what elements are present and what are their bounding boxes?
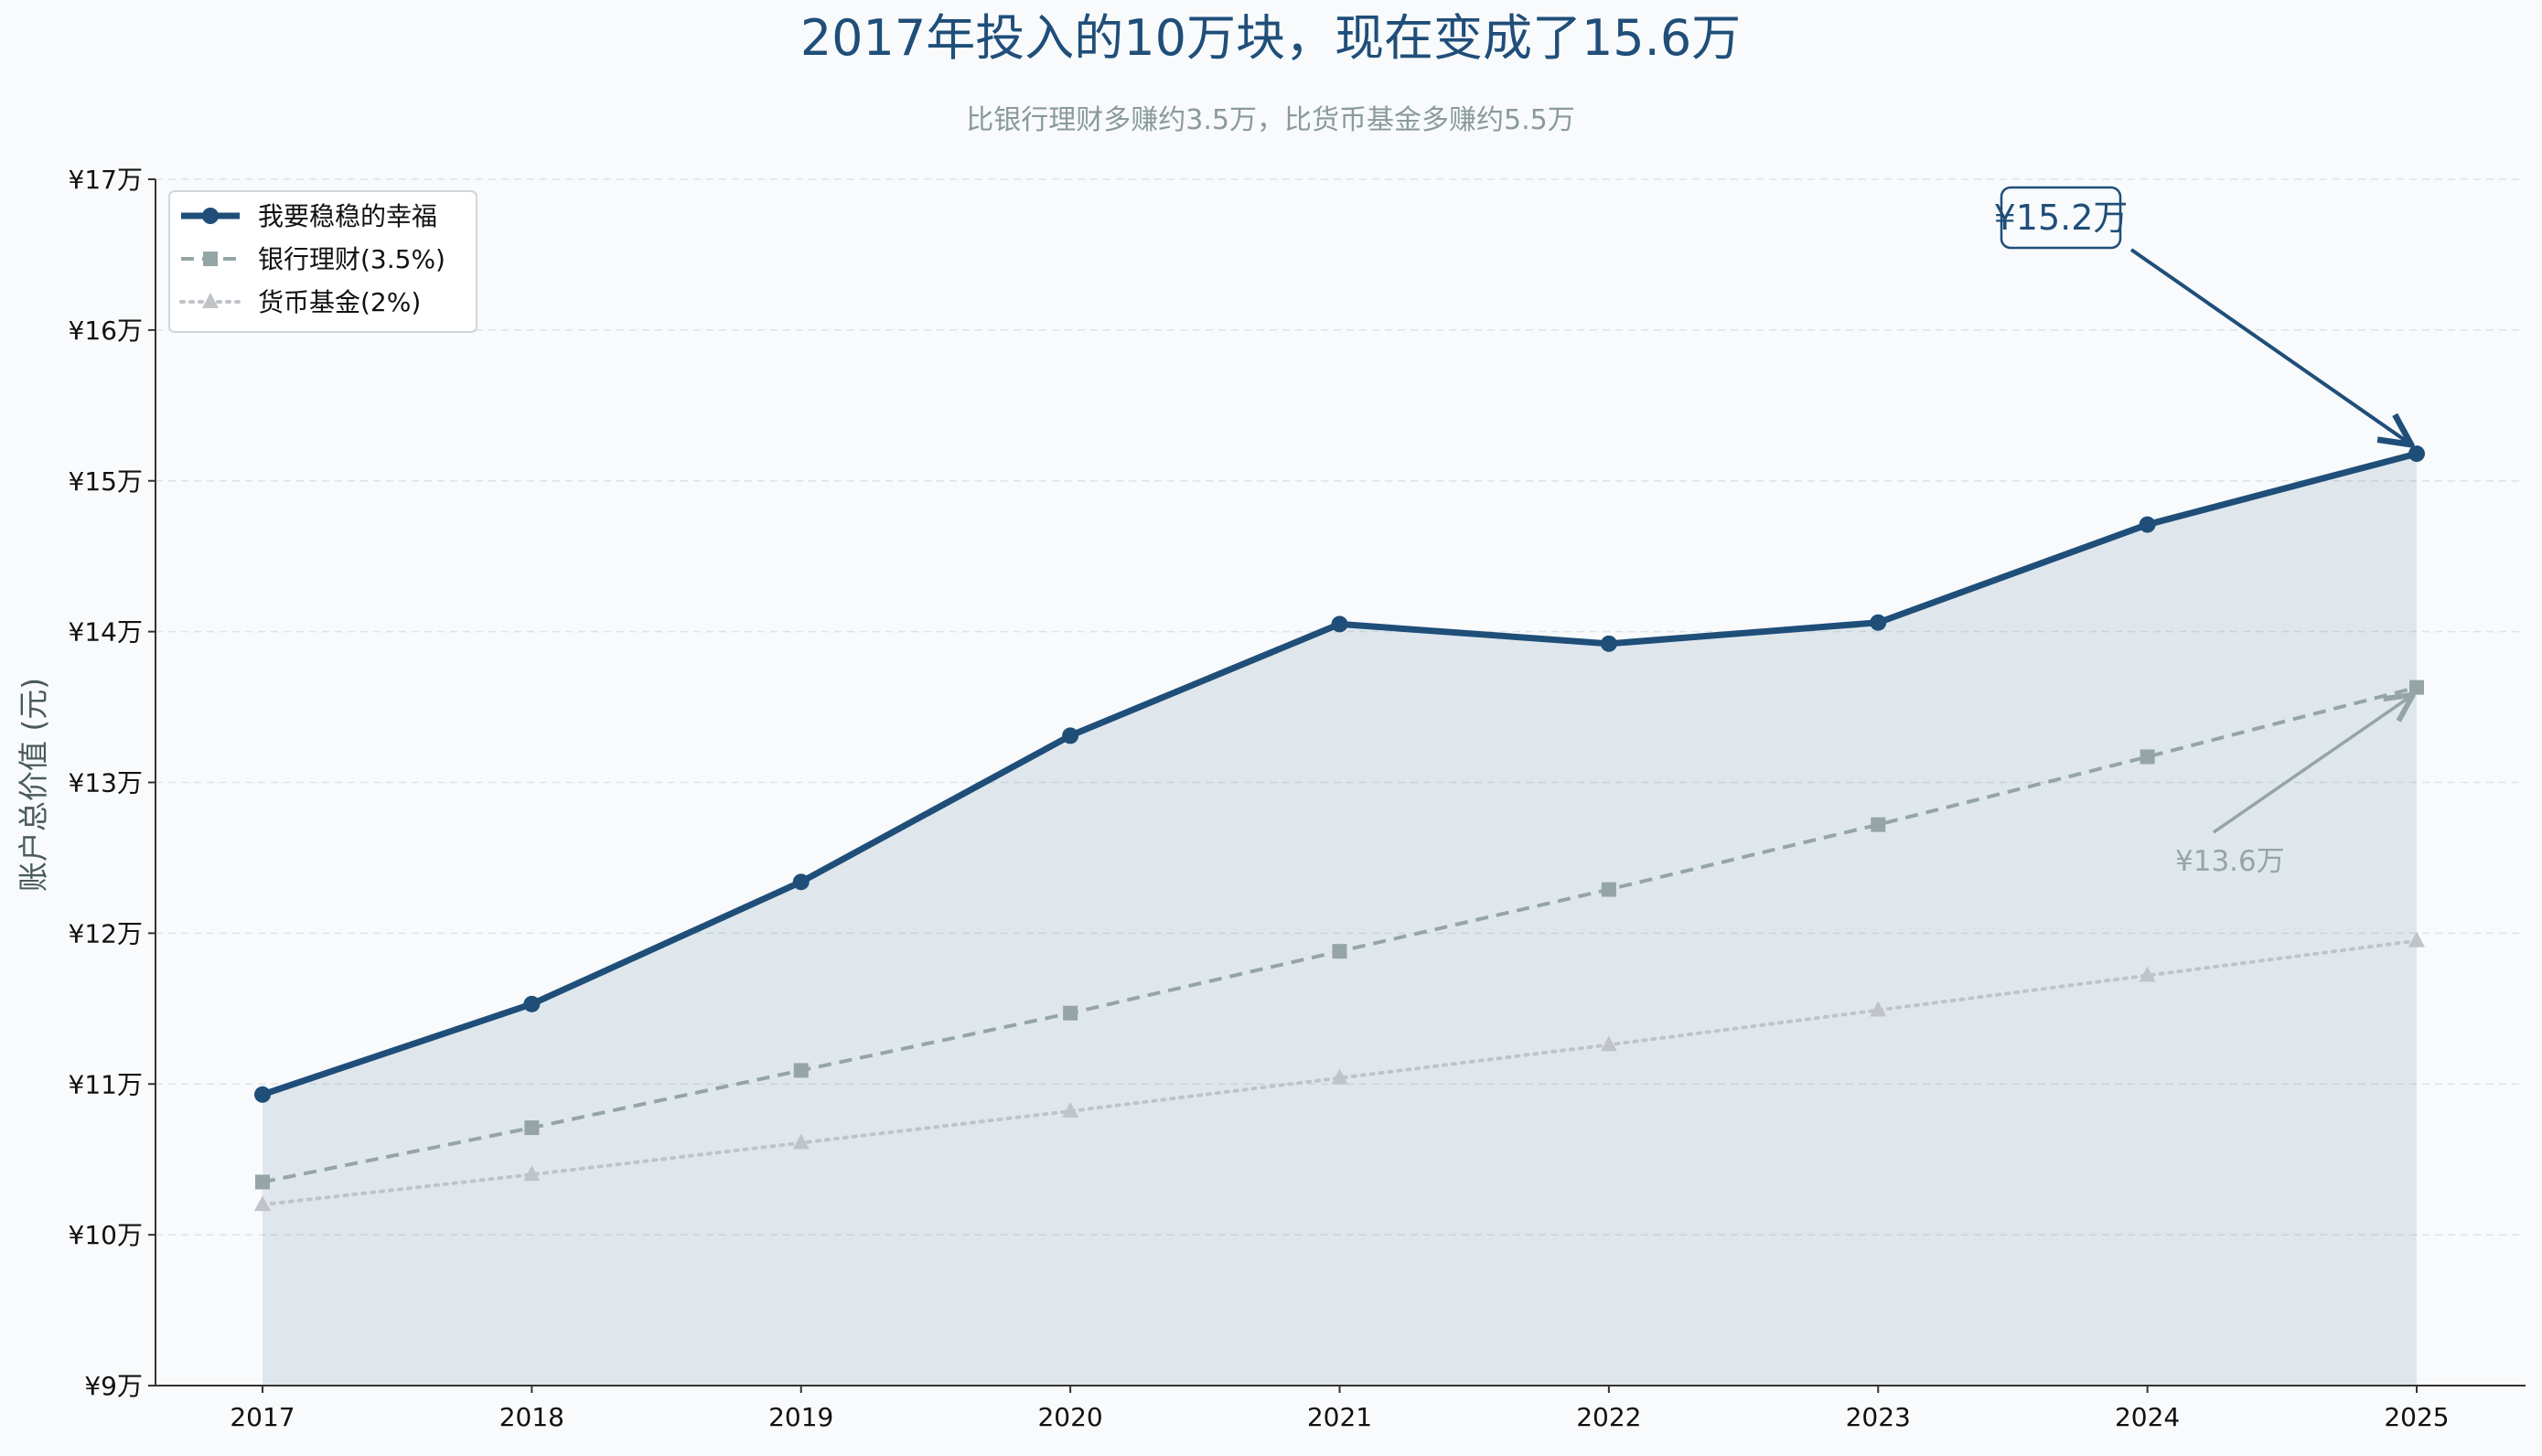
x-tick-label: 2020 <box>1037 1402 1102 1432</box>
x-tick-label: 2023 <box>1846 1402 1911 1432</box>
data-point <box>524 1120 540 1136</box>
y-tick-label: ¥12万 <box>69 918 143 948</box>
y-tick-label: ¥9万 <box>84 1371 143 1401</box>
data-point <box>1332 944 1347 959</box>
data-point <box>2140 749 2155 765</box>
legend-label: 银行理财(3.5%) <box>258 244 445 274</box>
data-point <box>2139 966 2156 982</box>
data-point <box>2409 680 2424 695</box>
data-point <box>1600 1035 1617 1052</box>
y-tick-label: ¥14万 <box>69 617 143 648</box>
data-point <box>1871 817 1886 832</box>
annotation-arrow <box>2213 695 2413 834</box>
legend-marker <box>203 252 218 266</box>
data-point <box>1331 1068 1348 1085</box>
y-axis-label: 账户总价值 (元) <box>16 678 51 892</box>
y-tick-label: ¥10万 <box>69 1220 143 1250</box>
y-tick-label: ¥17万 <box>69 165 143 195</box>
data-point <box>792 1133 810 1150</box>
annotation-label: ¥15.2万 <box>1994 198 2129 238</box>
annotation-label: ¥13.6万 <box>2175 845 2285 878</box>
legend-label: 我要稳稳的幸福 <box>258 201 437 231</box>
x-tick-label: 2024 <box>2115 1402 2180 1432</box>
data-point <box>2139 516 2156 533</box>
area-fill <box>263 454 2417 1386</box>
annotation-box <box>2000 186 2122 250</box>
data-point <box>254 1086 271 1103</box>
y-tick-label: ¥15万 <box>69 466 143 497</box>
legend-marker <box>202 293 219 308</box>
y-tick-label: ¥13万 <box>69 768 143 798</box>
data-point <box>1600 635 1617 652</box>
y-tick-label: ¥11万 <box>69 1069 143 1099</box>
data-point <box>1870 614 1887 631</box>
data-point <box>523 1165 541 1182</box>
data-point <box>793 1063 809 1078</box>
legend-marker <box>202 208 219 224</box>
data-point <box>1870 1001 1887 1017</box>
series-area-fill <box>263 454 2417 1386</box>
annotations: ¥15.2万 ¥13.6万 <box>1994 186 2413 878</box>
x-tick-label: 2018 <box>499 1402 564 1432</box>
data-point <box>254 1195 271 1212</box>
series-lines <box>254 445 2425 1212</box>
data-point <box>1063 1005 1078 1021</box>
data-point <box>1062 1101 1079 1118</box>
x-tick-label: 2022 <box>1576 1402 1641 1432</box>
y-tick-label: ¥16万 <box>69 316 143 346</box>
chart-title: 2017年投入的10万块，现在变成了15.6万 <box>800 9 1741 67</box>
x-tick-label: 2025 <box>2384 1402 2449 1432</box>
legend-label: 货币基金(2%) <box>258 287 421 317</box>
data-point <box>792 873 810 891</box>
data-point <box>2408 931 2425 947</box>
data-point <box>1601 882 1616 897</box>
axes: ¥9万 ¥10万 ¥11万 ¥12万 ¥13万 ¥14万 ¥15万 ¥16万 ¥17万 2017 2… <box>69 165 2526 1432</box>
data-point <box>2408 445 2425 463</box>
x-tick-label: 2019 <box>768 1402 833 1432</box>
data-point <box>255 1174 270 1190</box>
x-tick-label: 2021 <box>1307 1402 1372 1432</box>
data-point <box>1331 616 1348 633</box>
data-point <box>523 995 541 1012</box>
legend-box <box>168 190 477 333</box>
chart-subtitle: 比银行理财多赚约3.5万，比货币基金多赚约5.5万 <box>966 104 1574 136</box>
x-tick-label: 2017 <box>230 1402 295 1432</box>
annotation-arrow <box>2129 248 2411 444</box>
data-point <box>1062 727 1079 744</box>
